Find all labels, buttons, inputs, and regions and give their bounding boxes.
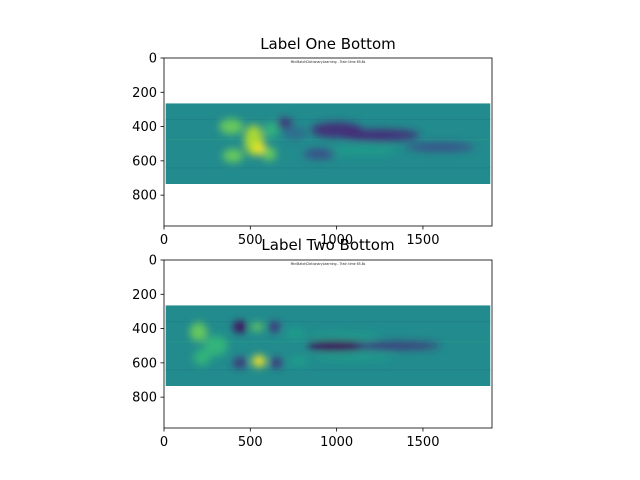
x-tick-label: 0 (160, 233, 168, 248)
panel-title: Label Two Bottom (261, 236, 394, 254)
y-tick-label: 0 (149, 52, 157, 67)
x-tick-label: 1000 (320, 233, 353, 248)
y-tick-label: 400 (132, 120, 157, 135)
heatmap-plot: 0 500 1000 1500 0 200 400 600 800 (132, 52, 493, 248)
heatmap-feature (219, 118, 244, 135)
y-tick-label: 800 (132, 189, 157, 204)
heatmap-feature (233, 357, 247, 368)
x-tick-label: 1500 (406, 233, 439, 248)
heatmap-feature (203, 335, 228, 357)
heatmap-feature (264, 122, 278, 138)
axes-frame (163, 57, 493, 227)
x-tick-label: 1500 (406, 435, 439, 450)
heatmap-feature (251, 322, 264, 332)
heatmap-feature (289, 356, 309, 367)
y-tick-label: 800 (132, 391, 157, 406)
heatmap-feature (222, 148, 244, 163)
heatmap-feature (283, 127, 308, 140)
heatmap-feature (310, 332, 380, 339)
y-tick-label: 600 (132, 154, 157, 169)
heatmap-feature (189, 322, 208, 342)
x-tick-label: 1000 (320, 435, 353, 450)
heatmap-feature (307, 340, 366, 351)
heatmap-feature (303, 148, 335, 160)
heatmap-feature (405, 142, 475, 152)
heatmap-plot: 0 500 1000 1500 0 200 400 600 800 (132, 254, 493, 450)
heatmap-feature (353, 342, 441, 350)
y-tick-label: 0 (149, 254, 157, 269)
heatmap-feature (270, 357, 283, 368)
panel-title: Label One Bottom (260, 35, 396, 53)
axes-frame (163, 259, 493, 429)
x-tick-label: 500 (238, 435, 263, 450)
y-tick-label: 600 (132, 356, 157, 371)
y-tick-label: 200 (132, 86, 157, 101)
heatmap-feature (328, 146, 398, 155)
heatmap-feature (284, 328, 306, 339)
heatmap-feature (268, 321, 281, 332)
heatmap-feature (340, 129, 420, 142)
heatmap-feature (233, 320, 247, 333)
heatmap-feature (262, 147, 277, 161)
heatmap-feature (193, 350, 211, 366)
panel-inner-caption: MiniBatchDictionaryLearning - Train time… (291, 60, 366, 64)
panel-label-two: Label Two Bottom 0 500 1000 1500 0 200 400 600 8… (132, 236, 493, 450)
panel-inner-caption: MiniBatchDictionaryLearning - Train time… (291, 262, 366, 266)
heatmap-feature (277, 118, 293, 129)
x-tick-label: 500 (238, 233, 263, 248)
heatmap-feature (252, 355, 266, 368)
x-tick-label: 0 (160, 435, 168, 450)
panel-label-one: Label One Bottom 0 500 1000 1500 0 200 400 600 8… (132, 35, 493, 248)
heatmap-feature (314, 354, 394, 361)
y-tick-label: 200 (132, 288, 157, 303)
y-tick-label: 400 (132, 322, 157, 337)
